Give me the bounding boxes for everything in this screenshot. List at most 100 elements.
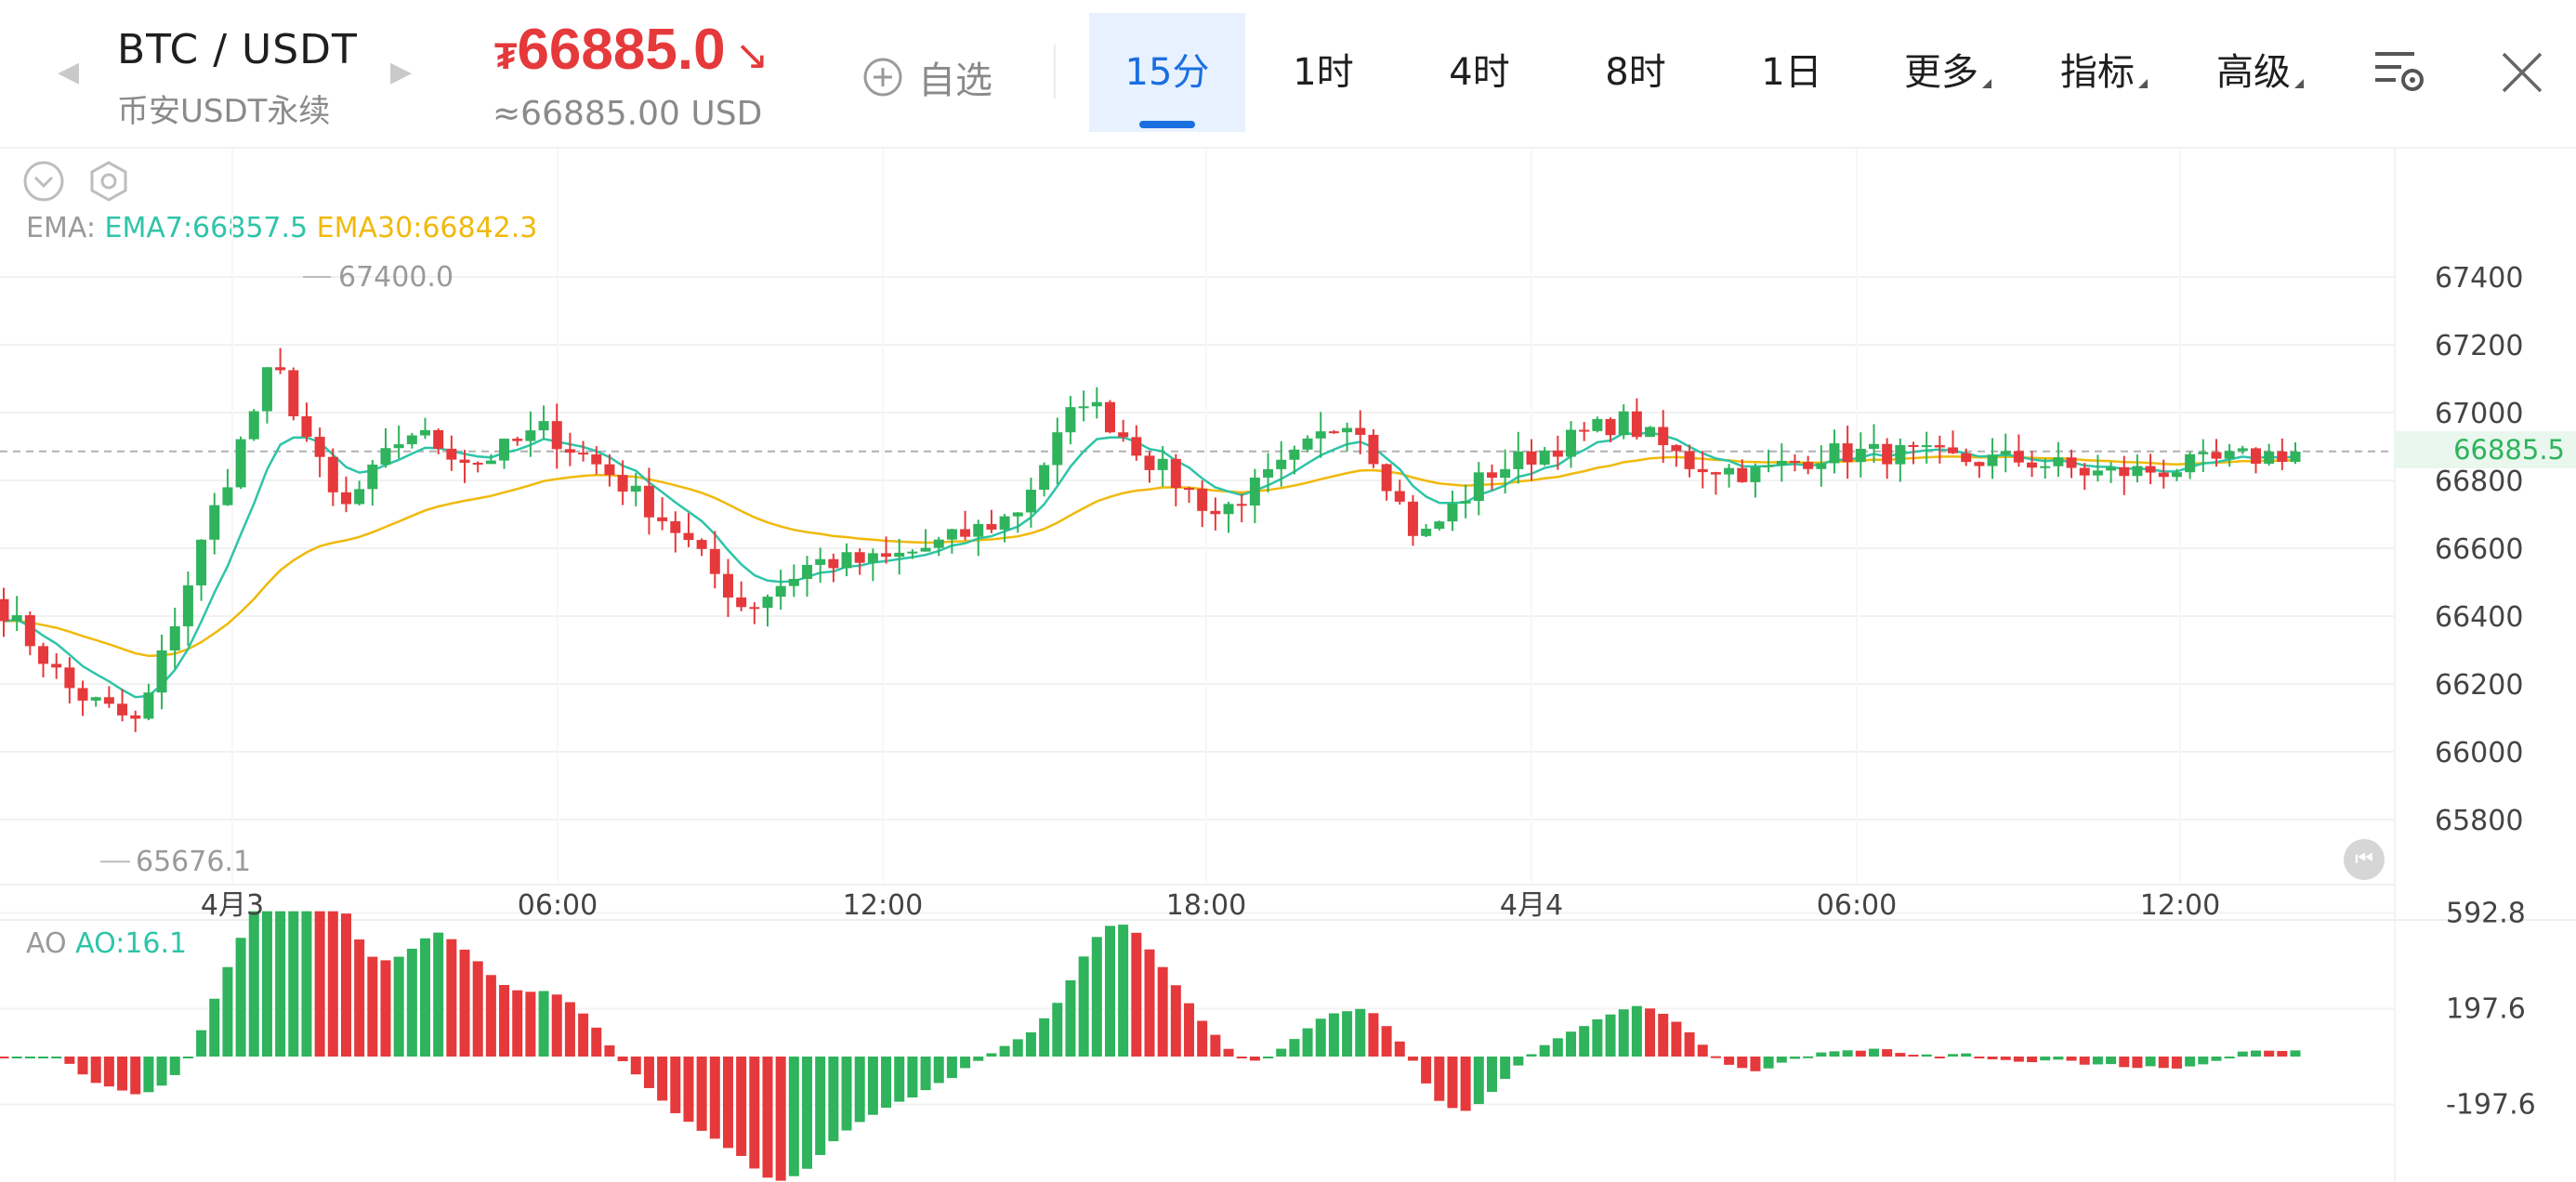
symbol-pair[interactable]: BTC / USDT bbox=[117, 26, 358, 73]
time-tick-label: 18:00 bbox=[1166, 889, 1246, 922]
candle-body bbox=[1052, 432, 1063, 466]
prev-symbol-arrow-icon[interactable]: ◀ bbox=[58, 56, 80, 88]
ao-bar bbox=[1737, 1057, 1748, 1069]
candle-body bbox=[446, 448, 457, 460]
ao-bar bbox=[90, 1057, 101, 1084]
candle-body bbox=[2000, 451, 2011, 455]
time-tick-label: 12:00 bbox=[843, 889, 923, 922]
time-tick-label: 4月4 bbox=[1500, 889, 1563, 922]
ao-bar bbox=[275, 911, 286, 1057]
ao-bar bbox=[2145, 1057, 2156, 1067]
ema30-line bbox=[3, 454, 2296, 658]
candle-body bbox=[0, 598, 9, 622]
ao-bar bbox=[670, 1057, 681, 1113]
candle-body bbox=[1289, 449, 1300, 460]
candle-body bbox=[1012, 512, 1023, 517]
candle-body bbox=[1697, 468, 1708, 473]
ao-bar bbox=[130, 1057, 141, 1095]
candle-body bbox=[722, 573, 733, 598]
time-tick-label: 06:00 bbox=[1817, 889, 1897, 922]
candlestick-chart[interactable]: 67400 67200 67000 66800 66600 66400 66200 66000… bbox=[0, 149, 2576, 1182]
next-symbol-arrow-icon[interactable]: ▶ bbox=[390, 56, 413, 88]
ao-bar bbox=[446, 939, 457, 1057]
tab-advanced[interactable]: 高级 bbox=[2182, 13, 2338, 132]
ao-bar bbox=[1302, 1028, 1313, 1057]
candle-body bbox=[1131, 437, 1142, 456]
candle-body bbox=[169, 625, 180, 650]
tab-4h[interactable]: 4时 bbox=[1401, 13, 1557, 132]
candle-body bbox=[986, 523, 997, 530]
ao-bar bbox=[762, 1057, 773, 1178]
candle-body bbox=[314, 437, 325, 457]
ao-bar bbox=[1170, 985, 1181, 1057]
candle-body bbox=[1539, 450, 1550, 465]
tab-indicators[interactable]: 指标 bbox=[2026, 13, 2182, 132]
candle-body bbox=[2250, 448, 2261, 465]
ao-bar bbox=[881, 1057, 892, 1109]
candle-body bbox=[2119, 466, 2130, 477]
candle-body bbox=[209, 505, 220, 540]
tab-label: 1日 bbox=[1761, 51, 1822, 94]
ao-bar bbox=[393, 956, 404, 1057]
ao-bar bbox=[683, 1057, 694, 1123]
close-icon[interactable] bbox=[2502, 52, 2543, 93]
candle-body bbox=[406, 435, 417, 445]
ao-bar bbox=[1118, 925, 1129, 1057]
add-favorite-button[interactable]: 自选 bbox=[862, 50, 992, 104]
ao-bar bbox=[1552, 1038, 1563, 1057]
ao-bar bbox=[657, 1057, 668, 1101]
candle-body bbox=[2277, 451, 2288, 463]
candle-body bbox=[1039, 465, 1050, 490]
collapse-indicators-icon[interactable] bbox=[22, 160, 65, 203]
candle-body bbox=[288, 370, 299, 416]
scroll-to-latest-button[interactable]: ⏮ bbox=[2344, 839, 2385, 880]
candle-body bbox=[1724, 467, 1735, 475]
candle-body bbox=[1104, 401, 1115, 433]
price-tick-label: 65800 bbox=[2435, 805, 2523, 837]
candle-body bbox=[1908, 445, 1919, 448]
candle-body bbox=[1328, 431, 1339, 434]
ao-bar bbox=[2264, 1050, 2275, 1057]
ao-bar bbox=[617, 1057, 628, 1062]
ao-bar bbox=[1315, 1018, 1326, 1057]
ao-bar bbox=[77, 1057, 88, 1075]
candle-body bbox=[709, 548, 720, 574]
candle-body bbox=[578, 453, 589, 455]
candle-body bbox=[1842, 443, 1853, 463]
tab-more[interactable]: 更多 bbox=[1870, 13, 2026, 132]
candle-body bbox=[881, 553, 892, 558]
candle-body bbox=[1961, 453, 1972, 463]
ao-bar bbox=[1447, 1057, 1458, 1109]
ao-bar bbox=[1829, 1051, 1840, 1057]
candle-body bbox=[617, 475, 628, 492]
ao-bar bbox=[736, 1057, 747, 1156]
candle-body bbox=[960, 529, 971, 537]
candle-body bbox=[1631, 411, 1642, 438]
tab-1h[interactable]: 1时 bbox=[1245, 13, 1401, 132]
last-price: 66885.0 bbox=[517, 18, 726, 82]
header-divider bbox=[1054, 45, 1056, 98]
candle-body bbox=[1500, 468, 1511, 479]
candle-body bbox=[459, 459, 470, 464]
ao-value: AO:16.1 bbox=[75, 927, 188, 960]
ao-bar bbox=[867, 1057, 878, 1115]
active-tab-indicator bbox=[1139, 121, 1195, 128]
ao-bar bbox=[1855, 1050, 1866, 1057]
candle-body bbox=[1249, 477, 1260, 506]
ao-bar bbox=[591, 1027, 602, 1057]
ao-bar bbox=[512, 990, 523, 1057]
ao-bar bbox=[1460, 1057, 1471, 1111]
ao-bar bbox=[1065, 979, 1076, 1057]
indicator-settings-icon[interactable] bbox=[87, 160, 130, 203]
chart-settings-icon[interactable] bbox=[2373, 48, 2425, 97]
tab-label: 1时 bbox=[1293, 51, 1354, 94]
tab-1d[interactable]: 1日 bbox=[1714, 13, 1870, 132]
candle-body bbox=[38, 646, 49, 664]
ao-tick-label: 592.8 bbox=[2446, 898, 2526, 930]
tab-8h[interactable]: 8时 bbox=[1557, 13, 1714, 132]
candle-body bbox=[775, 585, 786, 598]
candle-body bbox=[1974, 462, 1985, 466]
tab-15m[interactable]: 15分 bbox=[1089, 13, 1245, 132]
tab-label: 4时 bbox=[1449, 51, 1510, 94]
ao-bar bbox=[248, 911, 259, 1057]
